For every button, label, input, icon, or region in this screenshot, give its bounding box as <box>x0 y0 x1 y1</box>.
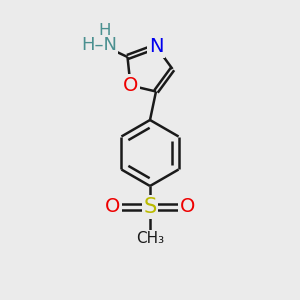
Text: O: O <box>180 197 195 217</box>
Text: O: O <box>105 197 120 217</box>
Text: H–N: H–N <box>81 36 117 54</box>
Text: CH₃: CH₃ <box>136 231 164 246</box>
Text: S: S <box>143 197 157 217</box>
Text: O: O <box>123 76 138 95</box>
Text: N: N <box>149 37 163 56</box>
Text: H: H <box>98 22 111 40</box>
